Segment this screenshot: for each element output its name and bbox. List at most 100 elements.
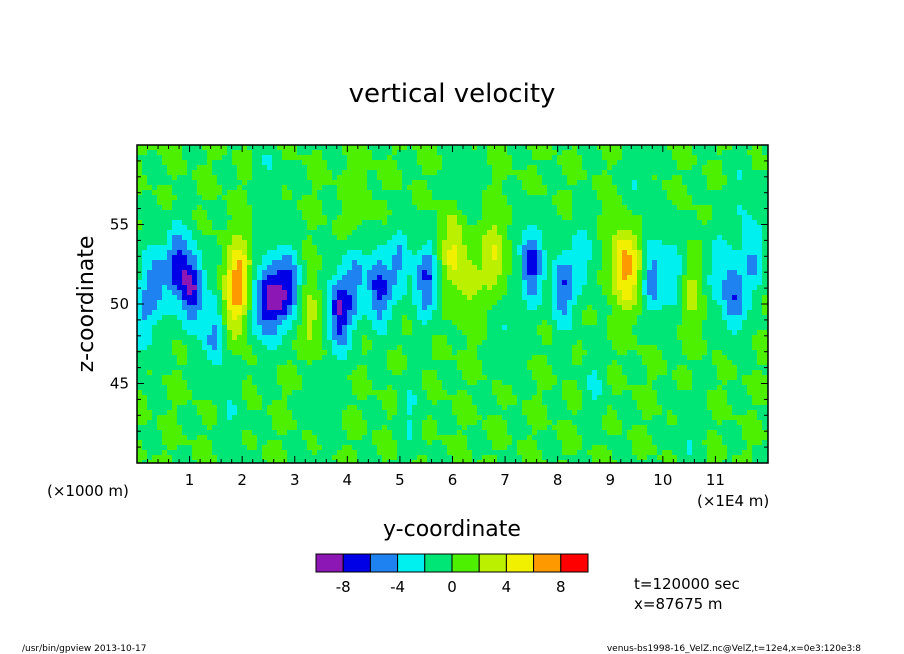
heatmap-cell: [352, 245, 358, 251]
heatmap-cell: [167, 230, 173, 236]
heatmap-cell: [672, 335, 678, 341]
heatmap-cell: [252, 160, 258, 166]
heatmap-cell: [362, 170, 368, 176]
heatmap-cell: [182, 220, 188, 226]
heatmap-cell: [647, 290, 653, 296]
heatmap-cell: [742, 245, 748, 251]
heatmap-cell: [712, 150, 718, 156]
heatmap-cell: [447, 195, 453, 201]
heatmap-cell: [607, 200, 613, 206]
heatmap-cell: [422, 250, 428, 256]
heatmap-cell: [347, 300, 353, 306]
heatmap-cell: [722, 275, 728, 281]
heatmap-cell: [332, 160, 338, 166]
heatmap-cell: [427, 150, 433, 156]
heatmap-cell: [547, 205, 553, 211]
heatmap-cell: [657, 250, 663, 256]
heatmap-cell: [607, 285, 613, 291]
heatmap-cell: [512, 310, 518, 316]
heatmap-cell: [147, 275, 153, 281]
heatmap-cell: [297, 195, 303, 201]
heatmap-cell: [622, 295, 628, 301]
heatmap-cell: [567, 225, 573, 231]
heatmap-cell: [347, 270, 353, 276]
heatmap-cell: [317, 240, 323, 246]
heatmap-cell: [647, 240, 653, 246]
heatmap-cell: [447, 175, 453, 181]
heatmap-cell: [537, 150, 543, 156]
heatmap-cell: [737, 205, 743, 211]
heatmap-cell: [547, 225, 553, 231]
heatmap-cell: [332, 220, 338, 226]
heatmap-cell: [452, 145, 458, 151]
heatmap-cell: [507, 175, 513, 181]
heatmap-cell: [452, 235, 458, 241]
heatmap-cell: [322, 200, 328, 206]
heatmap-cell: [357, 330, 363, 336]
heatmap-cell: [252, 235, 258, 241]
heatmap-cell: [617, 305, 623, 311]
heatmap-cell: [487, 210, 493, 216]
heatmap-cell: [537, 165, 543, 171]
heatmap-cell: [412, 230, 418, 236]
heatmap-cell: [222, 160, 228, 166]
heatmap-cell: [202, 185, 208, 191]
heatmap-cell: [352, 180, 358, 186]
heatmap-cell: [302, 165, 308, 171]
heatmap-cell: [182, 175, 188, 181]
heatmap-cell: [652, 175, 658, 181]
heatmap-cell: [657, 180, 663, 186]
heatmap-cell: [177, 255, 183, 261]
heatmap-cell: [457, 260, 463, 266]
heatmap-cell: [247, 225, 253, 231]
heatmap-cell: [337, 170, 343, 176]
heatmap-cell: [187, 290, 193, 296]
heatmap-cell: [457, 185, 463, 191]
heatmap-cell: [557, 155, 563, 161]
heatmap-cell: [287, 205, 293, 211]
heatmap-cell: [577, 185, 583, 191]
heatmap-cell: [327, 295, 333, 301]
heatmap-cell: [347, 335, 353, 341]
heatmap-cell: [572, 290, 578, 296]
heatmap-cell: [232, 270, 238, 276]
heatmap-cell: [477, 145, 483, 151]
heatmap-cell: [382, 240, 388, 246]
heatmap-cell: [582, 330, 588, 336]
heatmap-cell: [207, 280, 213, 286]
heatmap-cell: [477, 200, 483, 206]
heatmap-cell: [277, 310, 283, 316]
heatmap-cell: [717, 310, 723, 316]
heatmap-cell: [302, 250, 308, 256]
heatmap-cell: [662, 170, 668, 176]
heatmap-cell: [282, 185, 288, 191]
heatmap-cell: [562, 310, 568, 316]
heatmap-cell: [602, 320, 608, 326]
heatmap-cell: [247, 185, 253, 191]
heatmap-cell: [592, 230, 598, 236]
heatmap-cell: [292, 325, 298, 331]
heatmap-cell: [612, 210, 618, 216]
heatmap-cell: [367, 190, 373, 196]
heatmap-cell: [707, 185, 713, 191]
heatmap-cell: [147, 200, 153, 206]
heatmap-cell: [162, 225, 168, 231]
heatmap-cell: [557, 215, 563, 221]
heatmap-cell: [662, 330, 668, 336]
heatmap-cell: [557, 225, 563, 231]
heatmap-cell: [482, 320, 488, 326]
heatmap-cell: [517, 295, 523, 301]
heatmap-cell: [747, 320, 753, 326]
heatmap-cell: [337, 225, 343, 231]
heatmap-cell: [282, 155, 288, 161]
heatmap-cell: [437, 270, 443, 276]
heatmap-cell: [632, 220, 638, 226]
heatmap-cell: [422, 305, 428, 311]
heatmap-cell: [757, 310, 763, 316]
heatmap-cell: [177, 160, 183, 166]
heatmap-cell: [297, 145, 303, 151]
heatmap-cell: [427, 275, 433, 281]
heatmap-cell: [607, 210, 613, 216]
heatmap-cell: [362, 245, 368, 251]
heatmap-cell: [192, 255, 198, 261]
